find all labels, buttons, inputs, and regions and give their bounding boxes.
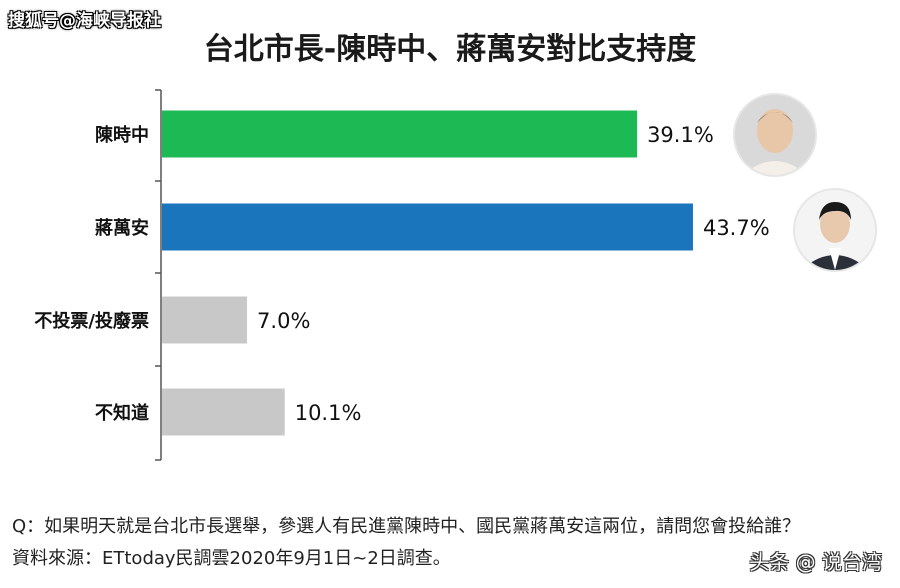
- survey-question: Q：如果明天就是台北市長選舉，參選人有民進黨陳時中、國民黨蔣萬安這兩位，請問您會…: [12, 516, 801, 537]
- category-label: 陳時中: [95, 124, 149, 146]
- data-label: 7.0%: [257, 309, 310, 333]
- data-label: 39.1%: [647, 123, 714, 147]
- data-label: 10.1%: [295, 401, 362, 425]
- data-source: 資料來源：ETtoday民調雲2020年9月1日~2日調查。: [12, 548, 451, 569]
- bar: [162, 110, 638, 158]
- watermark-bottom: 头条 @ 说台湾: [749, 550, 882, 574]
- watermark-top: 搜狐号@海峡导报社: [8, 11, 161, 31]
- bar: [162, 388, 285, 436]
- category-label: 不知道: [95, 402, 149, 424]
- data-label: 43.7%: [703, 216, 770, 240]
- bar: [162, 203, 693, 251]
- candidate-2-portrait-icon: [793, 188, 877, 272]
- bar: [162, 296, 248, 344]
- chart-title: 台北市長-陳時中、蔣萬安對比支持度: [203, 32, 697, 67]
- category-label: 不投票/投廢票: [34, 310, 149, 332]
- category-label: 蔣萬安: [95, 217, 149, 239]
- candidate-1-portrait-icon: [733, 93, 817, 177]
